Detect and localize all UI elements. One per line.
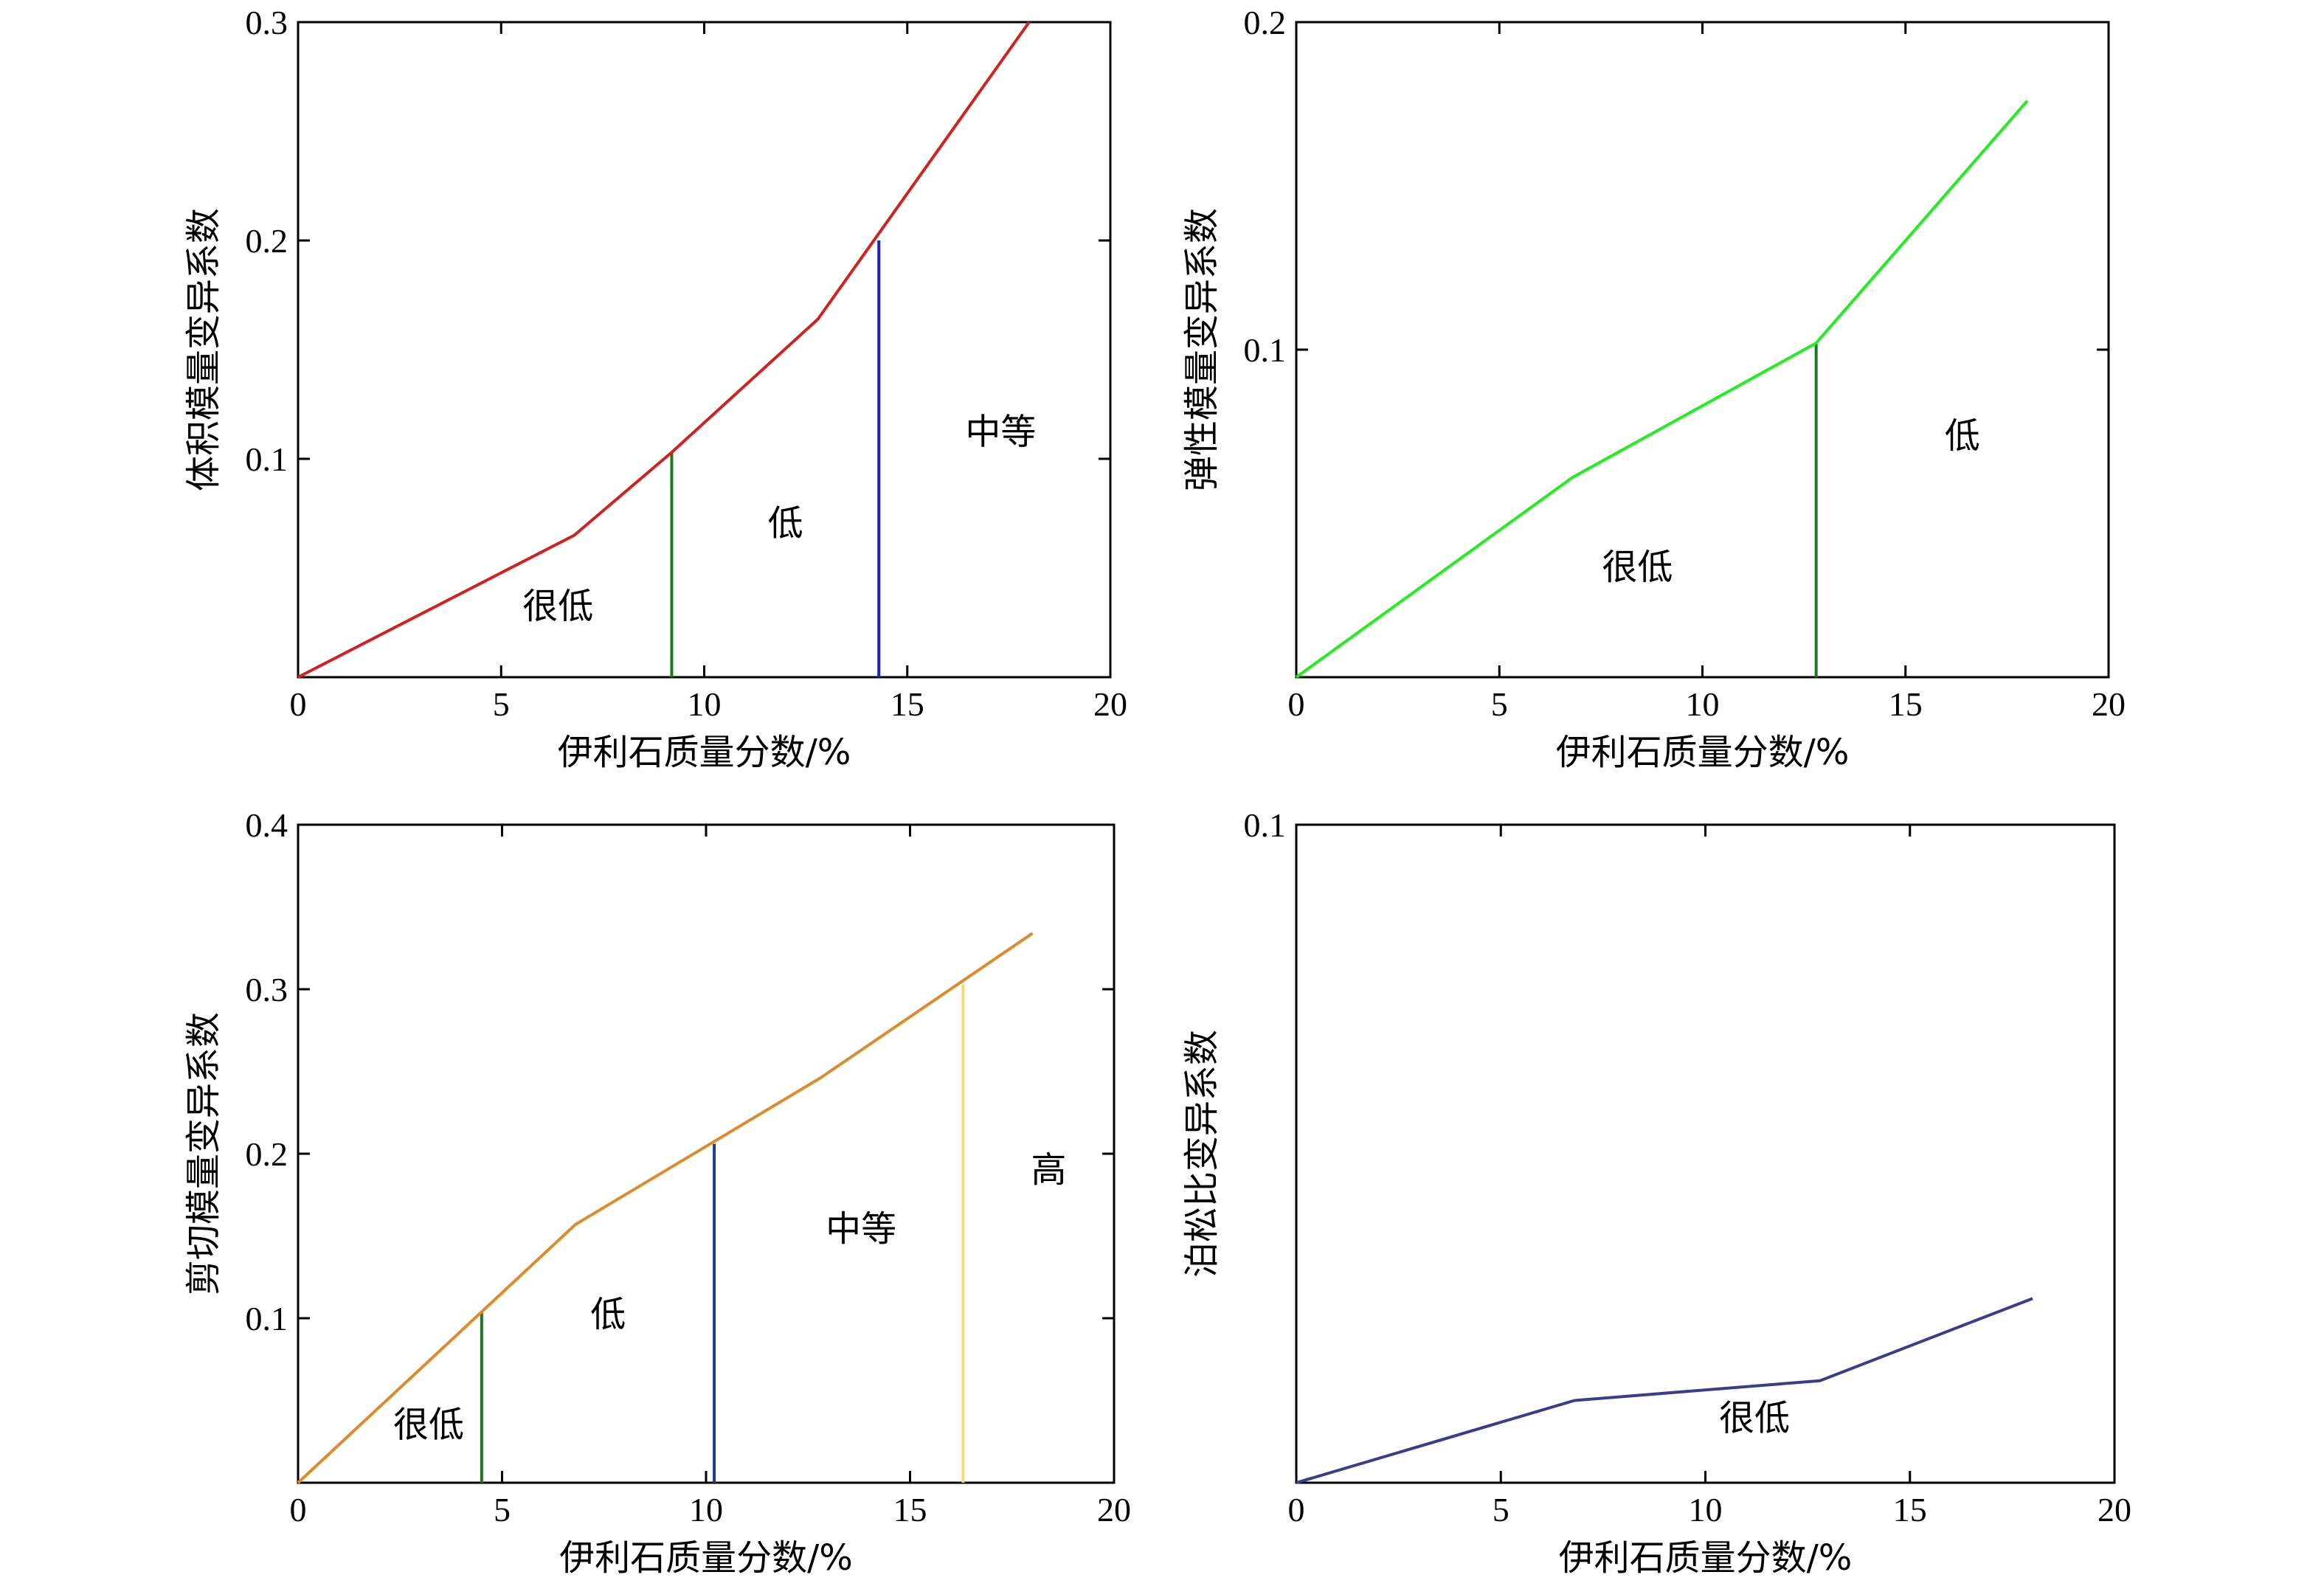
series-line [1295,100,2029,679]
series-line [297,932,1034,1484]
x-tick-label: 20 [2092,685,2126,723]
y-axis-label: 体积模量变异系数 [183,208,224,491]
region-label: 中等 [965,411,1036,452]
region-label: 低 [1945,415,1980,457]
x-tick-label: 15 [1889,685,1923,723]
y-tick-label: 0.2 [246,222,288,260]
plot-frame [1295,21,2110,679]
y-tick-label: 0.1 [246,1300,288,1337]
plot-frame [297,823,1116,1484]
y-tick-label: 0.4 [246,806,288,844]
x-tick-label: 10 [1686,685,1720,723]
y-tick-label: 0.2 [1244,4,1287,41]
x-tick-label: 0 [290,1491,307,1528]
region-label: 很低 [393,1405,464,1446]
region-label: 很低 [1719,1398,1790,1439]
x-tick-label: 0 [290,685,307,723]
x-tick-label: 5 [1493,1491,1509,1528]
plot-frame [297,21,1112,679]
x-axis-label: 伊利石质量分数/% [558,732,851,773]
x-tick-label: 20 [1097,1491,1131,1528]
region-label: 很低 [1602,547,1673,588]
y-tick-label: 0.1 [246,440,288,478]
plot-frame [1295,823,2116,1484]
x-tick-label: 15 [893,1491,927,1528]
x-tick-label: 15 [890,685,924,723]
x-tick-label: 15 [1893,1491,1927,1528]
y-axis-label: 弹性模量变异系数 [1181,208,1222,491]
y-axis-label: 剪切模量变异系数 [183,1012,224,1295]
x-tick-label: 0 [1288,1491,1305,1528]
region-label: 高 [1031,1149,1067,1191]
x-tick-label: 10 [689,1491,723,1528]
y-tick-label: 0.3 [246,4,288,41]
x-tick-label: 20 [2098,1491,2131,1528]
x-axis-label: 伊利石质量分数/% [1556,732,1850,773]
y-tick-label: 0.1 [1244,806,1287,844]
y-tick-label: 0.2 [246,1135,288,1173]
region-label: 低 [768,503,803,544]
x-tick-label: 10 [688,685,722,723]
x-tick-label: 5 [493,685,510,723]
y-axis-label: 泊松比变异系数 [1181,1030,1222,1278]
x-tick-label: 5 [494,1491,511,1528]
x-axis-label: 伊利石质量分数/% [559,1537,853,1579]
y-tick-label: 0.1 [1244,331,1287,369]
region-label: 很低 [522,586,593,627]
x-tick-label: 20 [1093,685,1127,723]
series-line [297,21,1031,679]
y-tick-label: 0.3 [246,971,288,1008]
x-tick-label: 5 [1491,685,1508,723]
x-tick-label: 10 [1689,1491,1723,1528]
x-tick-label: 0 [1288,685,1305,723]
region-label: 低 [590,1294,626,1335]
series-line [1296,1297,2033,1484]
x-axis-label: 伊利石质量分数/% [1559,1537,1853,1579]
region-label: 中等 [826,1208,896,1250]
